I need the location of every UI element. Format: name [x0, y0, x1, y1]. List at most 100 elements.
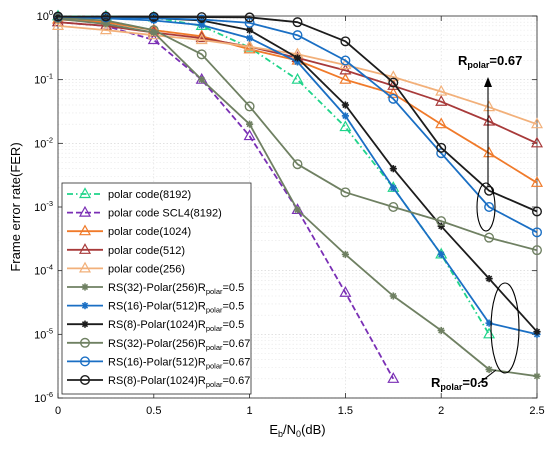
- y-tick-base: 10: [34, 202, 46, 214]
- series-8: [53, 13, 543, 256]
- triangle-marker: [530, 117, 544, 129]
- legend-label: RS(8)-Polar(1024)Rpolar=0.67: [108, 375, 250, 389]
- star-stroke: [246, 27, 253, 34]
- annotation-rpolar-067: Rpolar=0.67: [458, 53, 522, 70]
- axis-labels: Eb/N0(dB)Frame error rate(FER): [8, 142, 326, 439]
- circle-marker: [484, 185, 495, 196]
- triangle-marker: [483, 146, 496, 158]
- x-tick-label: 2: [438, 405, 444, 417]
- triangle-marker: [435, 117, 448, 129]
- x-axis-label: Eb/N0(dB): [269, 422, 325, 439]
- legend-item-1: polar code SCL4(8192): [67, 205, 222, 220]
- legend-sub: polar: [206, 361, 223, 370]
- triangle-marker: [530, 136, 544, 148]
- y-tick-base: 10: [34, 138, 46, 150]
- legend-label: RS(32)-Polar(256)Rpolar=0.67: [108, 338, 250, 352]
- legend-label: RS(32)-Polar(256)Rpolar=0.5: [108, 282, 244, 296]
- star-stroke: [342, 101, 349, 109]
- triangle-marker: [435, 95, 448, 106]
- circle-marker: [53, 11, 64, 22]
- legend-item-5: RS(32)-Polar(256)Rpolar=0.5: [67, 282, 244, 296]
- arrow-head: [484, 77, 492, 87]
- star-marker: [246, 120, 254, 128]
- legend-tail: =0.5: [223, 282, 245, 294]
- legend-item-8: RS(32)-Polar(256)Rpolar=0.67: [67, 338, 250, 352]
- x-label-mid: /N: [283, 422, 296, 437]
- legend-name: polar code(512): [108, 245, 185, 257]
- circle-marker: [292, 30, 303, 41]
- y-tick-exponent: -1: [46, 72, 53, 81]
- y-tick-label: 100: [37, 8, 53, 23]
- star-marker: [437, 326, 445, 335]
- star-marker: [533, 328, 541, 336]
- legend-name: RS(16)-Polar(512)R: [108, 301, 206, 313]
- star-marker: [437, 250, 445, 259]
- star-stroke: [81, 302, 89, 309]
- circle-marker: [244, 17, 255, 28]
- legend-name: RS(32)-Polar(256)R: [108, 282, 206, 294]
- star-stroke: [294, 54, 301, 61]
- circle-marker: [388, 77, 399, 88]
- circle-marker: [436, 142, 447, 153]
- star-stroke: [390, 184, 397, 191]
- star-stroke: [390, 292, 397, 300]
- triangle-marker: [78, 205, 92, 217]
- star-marker: [341, 112, 349, 120]
- y-tick-exponent: -3: [46, 199, 53, 208]
- series-line: [57, 18, 538, 184]
- legend-item-3: polar code(512): [67, 243, 185, 257]
- circle-marker: [484, 201, 495, 212]
- triangle-marker: [99, 23, 112, 35]
- annotation-tail: =0.5: [462, 375, 488, 390]
- star-stroke: [342, 112, 349, 119]
- triangle-marker: [339, 120, 352, 132]
- y-tick-label: 10-2: [34, 135, 53, 150]
- triangle-marker: [243, 39, 256, 51]
- triangle-marker: [387, 372, 400, 383]
- triangle-marker: [387, 87, 400, 98]
- star-marker: [246, 34, 254, 42]
- legend-item-2: polar code(1024): [67, 224, 191, 238]
- legend-item-10: RS(8)-Polar(1024)Rpolar=0.67: [67, 375, 250, 389]
- legend-name: polar code SCL4(8192): [108, 208, 222, 220]
- x-tick-label: 0: [55, 405, 61, 417]
- legend-tail: =0.67: [223, 338, 251, 350]
- triangle-marker: [51, 19, 65, 30]
- star-marker: [485, 275, 493, 283]
- legend-tail: =0.67: [223, 356, 251, 368]
- star-stroke: [102, 20, 110, 28]
- pointer-line: [477, 369, 497, 385]
- y-tick-label: 10-1: [34, 72, 53, 87]
- triangle-marker: [78, 224, 92, 236]
- circle-marker: [148, 25, 159, 36]
- triangle-marker: [483, 114, 496, 126]
- star-stroke: [81, 321, 89, 328]
- legend-name: polar code(1024): [108, 226, 191, 238]
- annotation-rpolar-05: Rpolar=0.5: [431, 375, 488, 392]
- y-tick-base: 10: [34, 329, 46, 341]
- annotation-sub: polar: [467, 60, 490, 70]
- y-tick-base: 10: [34, 75, 46, 87]
- star-marker: [81, 283, 89, 291]
- legend-sub: polar: [206, 287, 223, 296]
- star-stroke: [81, 283, 89, 291]
- legend-label: polar code(1024): [108, 226, 191, 238]
- legend-item-6: RS(16)-Polar(512)Rpolar=0.5: [67, 301, 244, 315]
- series-layer: [51, 9, 544, 383]
- circle-marker: [388, 93, 399, 104]
- circle-marker: [79, 375, 90, 386]
- x-label-sub: b: [278, 429, 283, 439]
- series-line: [58, 15, 538, 213]
- star-stroke: [438, 251, 445, 258]
- triangle-marker: [530, 176, 544, 187]
- triangle-marker: [291, 72, 304, 84]
- circle-marker: [340, 187, 351, 198]
- y-tick-label: 10-3: [34, 199, 53, 214]
- legend-label: polar code(256): [108, 263, 185, 275]
- x-tick-label: 0.5: [146, 405, 161, 417]
- legend-label: polar code SCL4(8192): [108, 208, 222, 220]
- star-stroke: [533, 328, 541, 335]
- star-marker: [293, 54, 302, 62]
- star-marker: [81, 320, 89, 328]
- star-marker: [533, 372, 541, 380]
